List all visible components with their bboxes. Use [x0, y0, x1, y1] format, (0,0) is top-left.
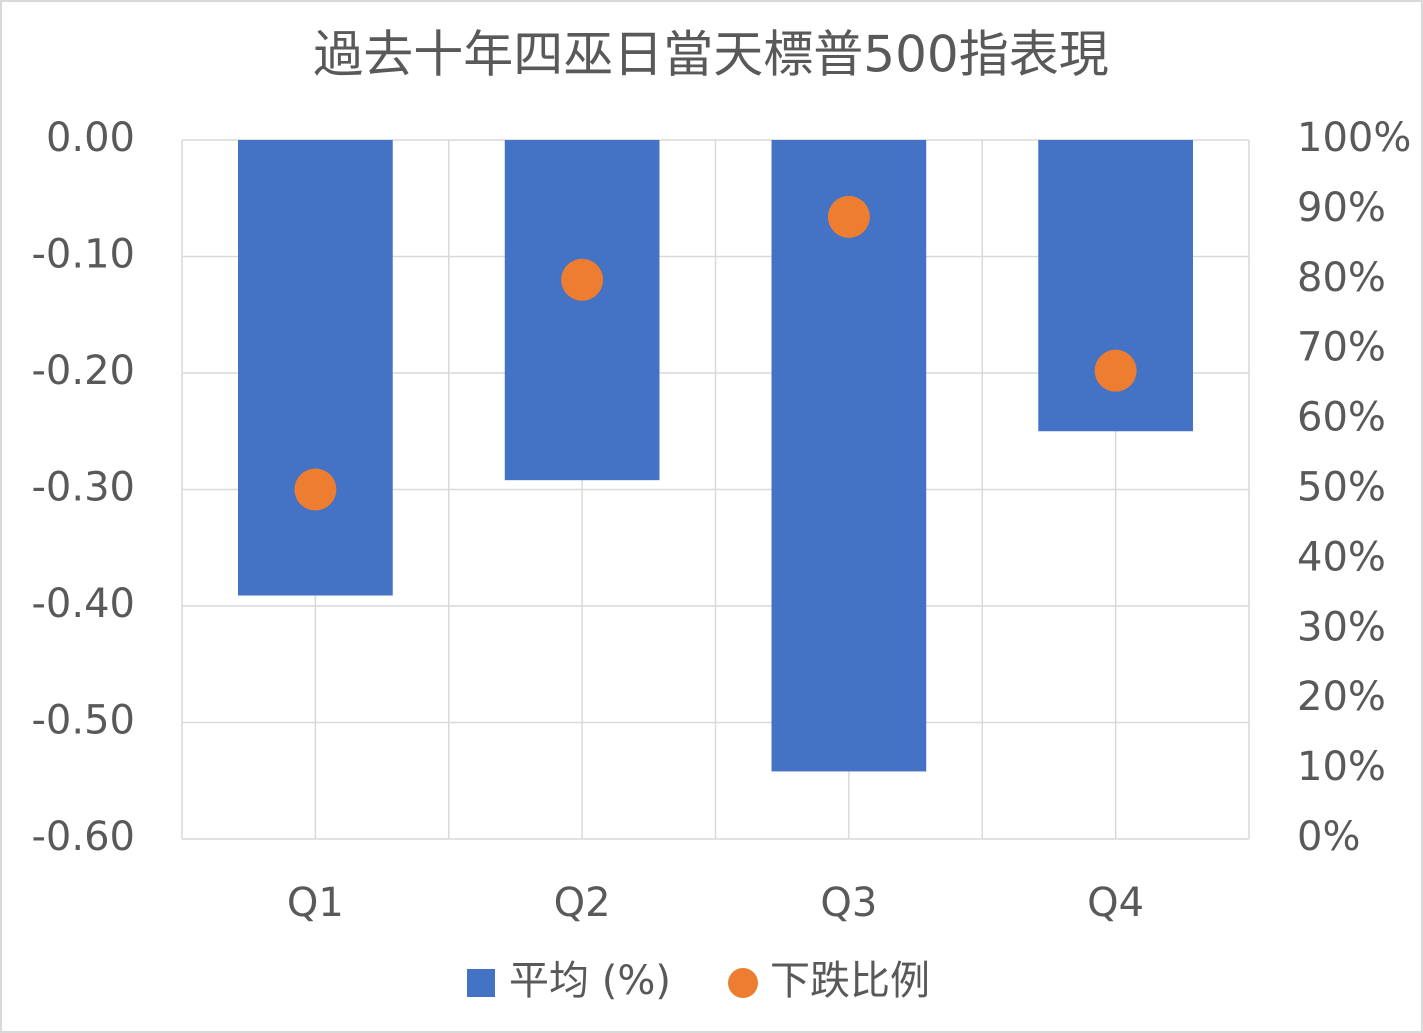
y2-tick-label: 70% [1297, 325, 1386, 371]
x-tick-label: Q4 [1087, 880, 1144, 926]
y2-tick-label: 20% [1297, 674, 1386, 720]
dot [561, 258, 604, 301]
legend-marker [467, 969, 495, 997]
bar [504, 140, 660, 481]
bar [238, 140, 393, 596]
y2-tick-label: 30% [1297, 604, 1386, 650]
y2-tick-label: 60% [1297, 395, 1386, 441]
x-tick-label: Q1 [287, 880, 344, 926]
y2-tick-label: 90% [1297, 185, 1386, 231]
y2-tick-label: 80% [1297, 255, 1386, 301]
y-tick-label: -0.10 [32, 232, 136, 278]
y-tick-label: -0.30 [32, 465, 136, 511]
y-tick-label: 0.00 [46, 115, 135, 161]
legend-marker [728, 968, 758, 998]
dot [1094, 349, 1137, 392]
dot [827, 195, 870, 238]
y2-tick-label: 0% [1297, 814, 1360, 860]
y2-tick-label: 50% [1297, 465, 1386, 511]
x-tick-label: Q2 [554, 880, 611, 926]
dot [294, 468, 337, 511]
bar [771, 140, 927, 772]
y2-tick-label: 100% [1297, 115, 1411, 161]
y-tick-label: -0.40 [32, 581, 136, 627]
y-tick-label: -0.50 [32, 698, 136, 744]
legend-label: 下跌比例 [770, 958, 930, 1004]
y-tick-label: -0.60 [32, 814, 136, 860]
chart-title: 過去十年四巫日當天標普500指表現 [313, 26, 1108, 84]
y2-tick-label: 10% [1297, 744, 1386, 790]
y2-tick-label: 40% [1297, 534, 1386, 580]
y-tick-label: -0.20 [32, 348, 136, 394]
legend-label: 平均 (%) [509, 958, 671, 1004]
x-tick-label: Q3 [820, 880, 877, 926]
